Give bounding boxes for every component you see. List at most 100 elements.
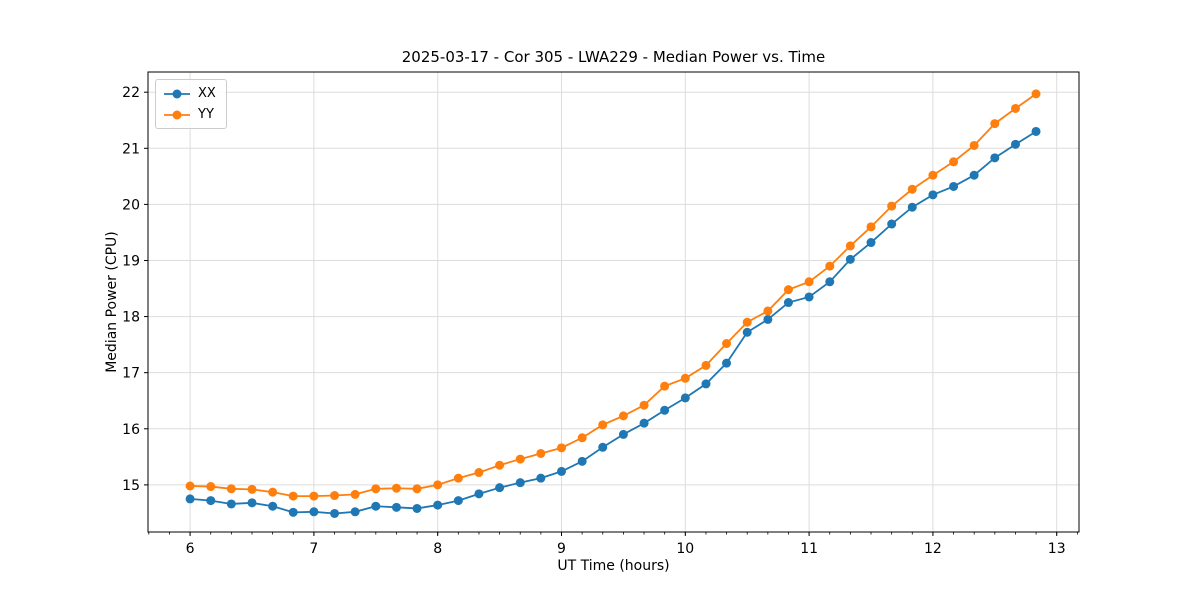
data-point-yy <box>350 489 360 499</box>
data-point-xx <box>742 327 752 337</box>
data-point-xx <box>928 190 938 200</box>
x-tick-label: 6 <box>186 541 195 557</box>
data-point-yy <box>742 317 752 327</box>
data-point-xx <box>639 418 649 428</box>
data-point-yy <box>330 491 340 501</box>
y-tick-label: 19 <box>122 253 140 269</box>
data-point-xx <box>618 429 628 439</box>
data-point-xx <box>288 507 298 517</box>
data-point-xx <box>598 442 608 452</box>
data-point-yy <box>185 481 195 491</box>
legend-item-yy: YY <box>163 105 216 124</box>
data-point-yy <box>722 339 732 349</box>
y-tick-label: 22 <box>122 85 140 101</box>
y-tick-label: 21 <box>122 141 140 157</box>
x-tick-label: 7 <box>309 541 318 557</box>
data-point-yy <box>557 443 567 453</box>
x-tick-label: 11 <box>800 541 818 557</box>
data-point-xx <box>949 181 959 191</box>
data-point-xx <box>226 499 236 509</box>
data-point-yy <box>412 484 422 494</box>
data-point-yy <box>495 460 505 470</box>
data-point-xx <box>412 503 422 513</box>
data-point-yy <box>680 373 690 383</box>
legend-item-xx: XX <box>163 84 216 103</box>
x-tick-label: 10 <box>676 541 694 557</box>
data-point-yy <box>515 454 525 464</box>
chart-title: 2025-03-17 - Cor 305 - LWA229 - Median P… <box>401 48 826 66</box>
data-point-xx <box>804 292 814 302</box>
y-tick-label: 20 <box>122 197 140 213</box>
legend: XX YY <box>155 79 227 129</box>
x-axis-label: UT Time (hours) <box>557 558 670 574</box>
data-point-yy <box>309 491 319 501</box>
data-point-xx <box>701 379 711 389</box>
y-tick-label: 15 <box>122 478 140 494</box>
data-point-yy <box>1010 103 1020 113</box>
data-point-yy <box>206 482 216 492</box>
y-tick-label: 16 <box>122 422 140 438</box>
data-point-yy <box>660 381 670 391</box>
data-point-xx <box>783 298 793 308</box>
data-point-xx <box>907 202 917 212</box>
legend-label-xx: XX <box>198 86 216 101</box>
data-point-xx <box>330 508 340 518</box>
axes-spines <box>147 71 1080 533</box>
data-point-xx <box>474 489 484 499</box>
data-point-xx <box>825 277 835 287</box>
data-point-xx <box>453 496 463 506</box>
data-point-yy <box>804 277 814 287</box>
y-axis-label: Median Power (CPU) <box>104 231 120 373</box>
data-point-yy <box>618 411 628 421</box>
data-point-yy <box>1031 89 1041 99</box>
data-point-xx <box>371 501 381 511</box>
data-point-xx <box>185 494 195 504</box>
data-point-xx <box>536 473 546 483</box>
data-point-xx <box>1010 139 1020 149</box>
data-point-xx <box>350 507 360 517</box>
x-tick-label: 9 <box>557 541 566 557</box>
data-point-yy <box>226 484 236 494</box>
data-point-xx <box>206 496 216 506</box>
data-point-yy <box>268 487 278 497</box>
legend-line-sample-icon <box>164 89 190 98</box>
x-tick-label: 12 <box>924 541 942 557</box>
data-point-xx <box>495 483 505 493</box>
data-point-yy <box>763 306 773 316</box>
y-tick-label: 17 <box>122 366 140 382</box>
data-point-yy <box>969 140 979 150</box>
data-point-yy <box>474 468 484 478</box>
data-point-yy <box>907 184 917 194</box>
data-point-yy <box>288 491 298 501</box>
data-point-yy <box>701 360 711 370</box>
data-point-xx <box>990 153 1000 163</box>
data-point-xx <box>433 500 443 510</box>
data-point-xx <box>577 456 587 466</box>
data-point-yy <box>783 285 793 295</box>
data-point-xx <box>722 358 732 368</box>
data-point-yy <box>371 484 381 494</box>
data-point-xx <box>845 254 855 264</box>
data-point-yy <box>866 222 876 232</box>
data-point-yy <box>928 170 938 180</box>
data-point-xx <box>268 501 278 511</box>
data-point-yy <box>433 480 443 490</box>
data-point-xx <box>887 219 897 229</box>
data-point-yy <box>845 241 855 251</box>
legend-line-sample-icon <box>164 110 190 119</box>
data-point-xx <box>391 502 401 512</box>
data-point-xx <box>1031 126 1041 136</box>
data-point-yy <box>825 261 835 271</box>
data-point-yy <box>247 484 257 494</box>
data-point-xx <box>763 314 773 324</box>
data-point-yy <box>536 448 546 458</box>
legend-label-yy: YY <box>198 107 214 122</box>
data-point-yy <box>453 473 463 483</box>
data-point-xx <box>660 405 670 415</box>
data-point-yy <box>949 157 959 167</box>
data-point-yy <box>391 483 401 493</box>
data-point-yy <box>598 420 608 430</box>
data-point-xx <box>557 466 567 476</box>
